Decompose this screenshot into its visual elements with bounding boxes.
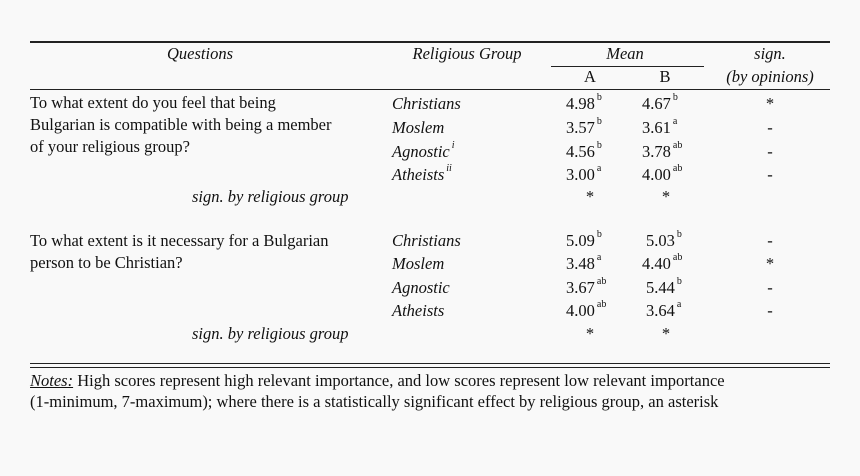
value-a: 4.00 ab [566, 299, 607, 320]
sign-by-group-a: * [585, 187, 595, 206]
value-a: 3.57 b [566, 116, 602, 137]
question-line: To what extent is it necessary for a Bul… [30, 231, 329, 250]
header-col-a: A [584, 67, 596, 86]
sign-cell: - [767, 142, 773, 161]
group-cell: Christians [392, 94, 461, 113]
value-b: 5.44 b [646, 276, 682, 297]
notes-line-2: (1-minimum, 7-maximum); where there is a… [30, 392, 719, 411]
question-line: To what extent do you feel that being [30, 93, 276, 112]
sign-cell: - [767, 165, 773, 184]
sign-by-group-b: * [661, 324, 671, 343]
mean-underline [551, 66, 704, 68]
value-a: 3.67 ab [566, 276, 607, 297]
header-col-b: B [659, 67, 671, 86]
sign-cell: * [765, 254, 775, 273]
group-cell: Moslem [392, 118, 445, 137]
sign-cell: - [767, 301, 773, 320]
value-b: 4.00 ab [642, 163, 683, 184]
group-cell: Atheists ii [392, 163, 452, 184]
value-b: 4.67 b [642, 92, 678, 113]
header-sign: sign. [754, 44, 786, 63]
value-b: 3.64 a [646, 299, 682, 320]
sign-cell: - [767, 118, 773, 137]
group-cell: Christians [392, 231, 461, 250]
question-line: of your religious group? [30, 137, 190, 156]
value-a: 3.00 a [566, 163, 602, 184]
sign-cell: - [767, 231, 773, 250]
value-b: 3.61 a [642, 116, 678, 137]
notes-label: Notes: [30, 371, 74, 390]
value-a: 3.48 a [566, 252, 602, 273]
group-cell: Moslem [392, 254, 445, 273]
sign-by-group-b: * [661, 187, 671, 206]
header-sign-sub: (by opinions) [726, 67, 814, 86]
header-rule [30, 89, 830, 91]
notes-line-1: High scores represent high relevant impo… [73, 371, 725, 390]
top-rule [30, 41, 830, 43]
value-a: 4.98 b [566, 92, 602, 113]
value-a: 4.56 b [566, 140, 602, 161]
bottom-rule-1 [30, 363, 830, 365]
header-religious-group: Religious Group [412, 44, 522, 63]
question-line: Bulgarian is compatible with being a mem… [30, 115, 332, 134]
sign-by-group-a: * [585, 324, 595, 343]
value-b: 3.78 ab [642, 140, 683, 161]
value-b: 5.03 b [646, 229, 682, 250]
bottom-rule-2 [30, 367, 830, 369]
value-a: 5.09 b [566, 229, 602, 250]
question-line: person to be Christian? [30, 253, 183, 272]
group-cell: Agnostic i [392, 140, 455, 161]
header-mean: Mean [606, 44, 644, 63]
sign-cell: - [767, 278, 773, 297]
group-cell: Atheists [392, 301, 445, 320]
sign-by-group-label: sign. by religious group [192, 324, 349, 343]
group-cell: Agnostic [392, 278, 450, 297]
header-questions: Questions [167, 44, 233, 63]
sign-cell: * [765, 94, 775, 113]
value-b: 4.40 ab [642, 252, 683, 273]
sign-by-group-label: sign. by religious group [192, 187, 349, 206]
table-notes: Notes: High scores represent high releva… [30, 370, 830, 412]
